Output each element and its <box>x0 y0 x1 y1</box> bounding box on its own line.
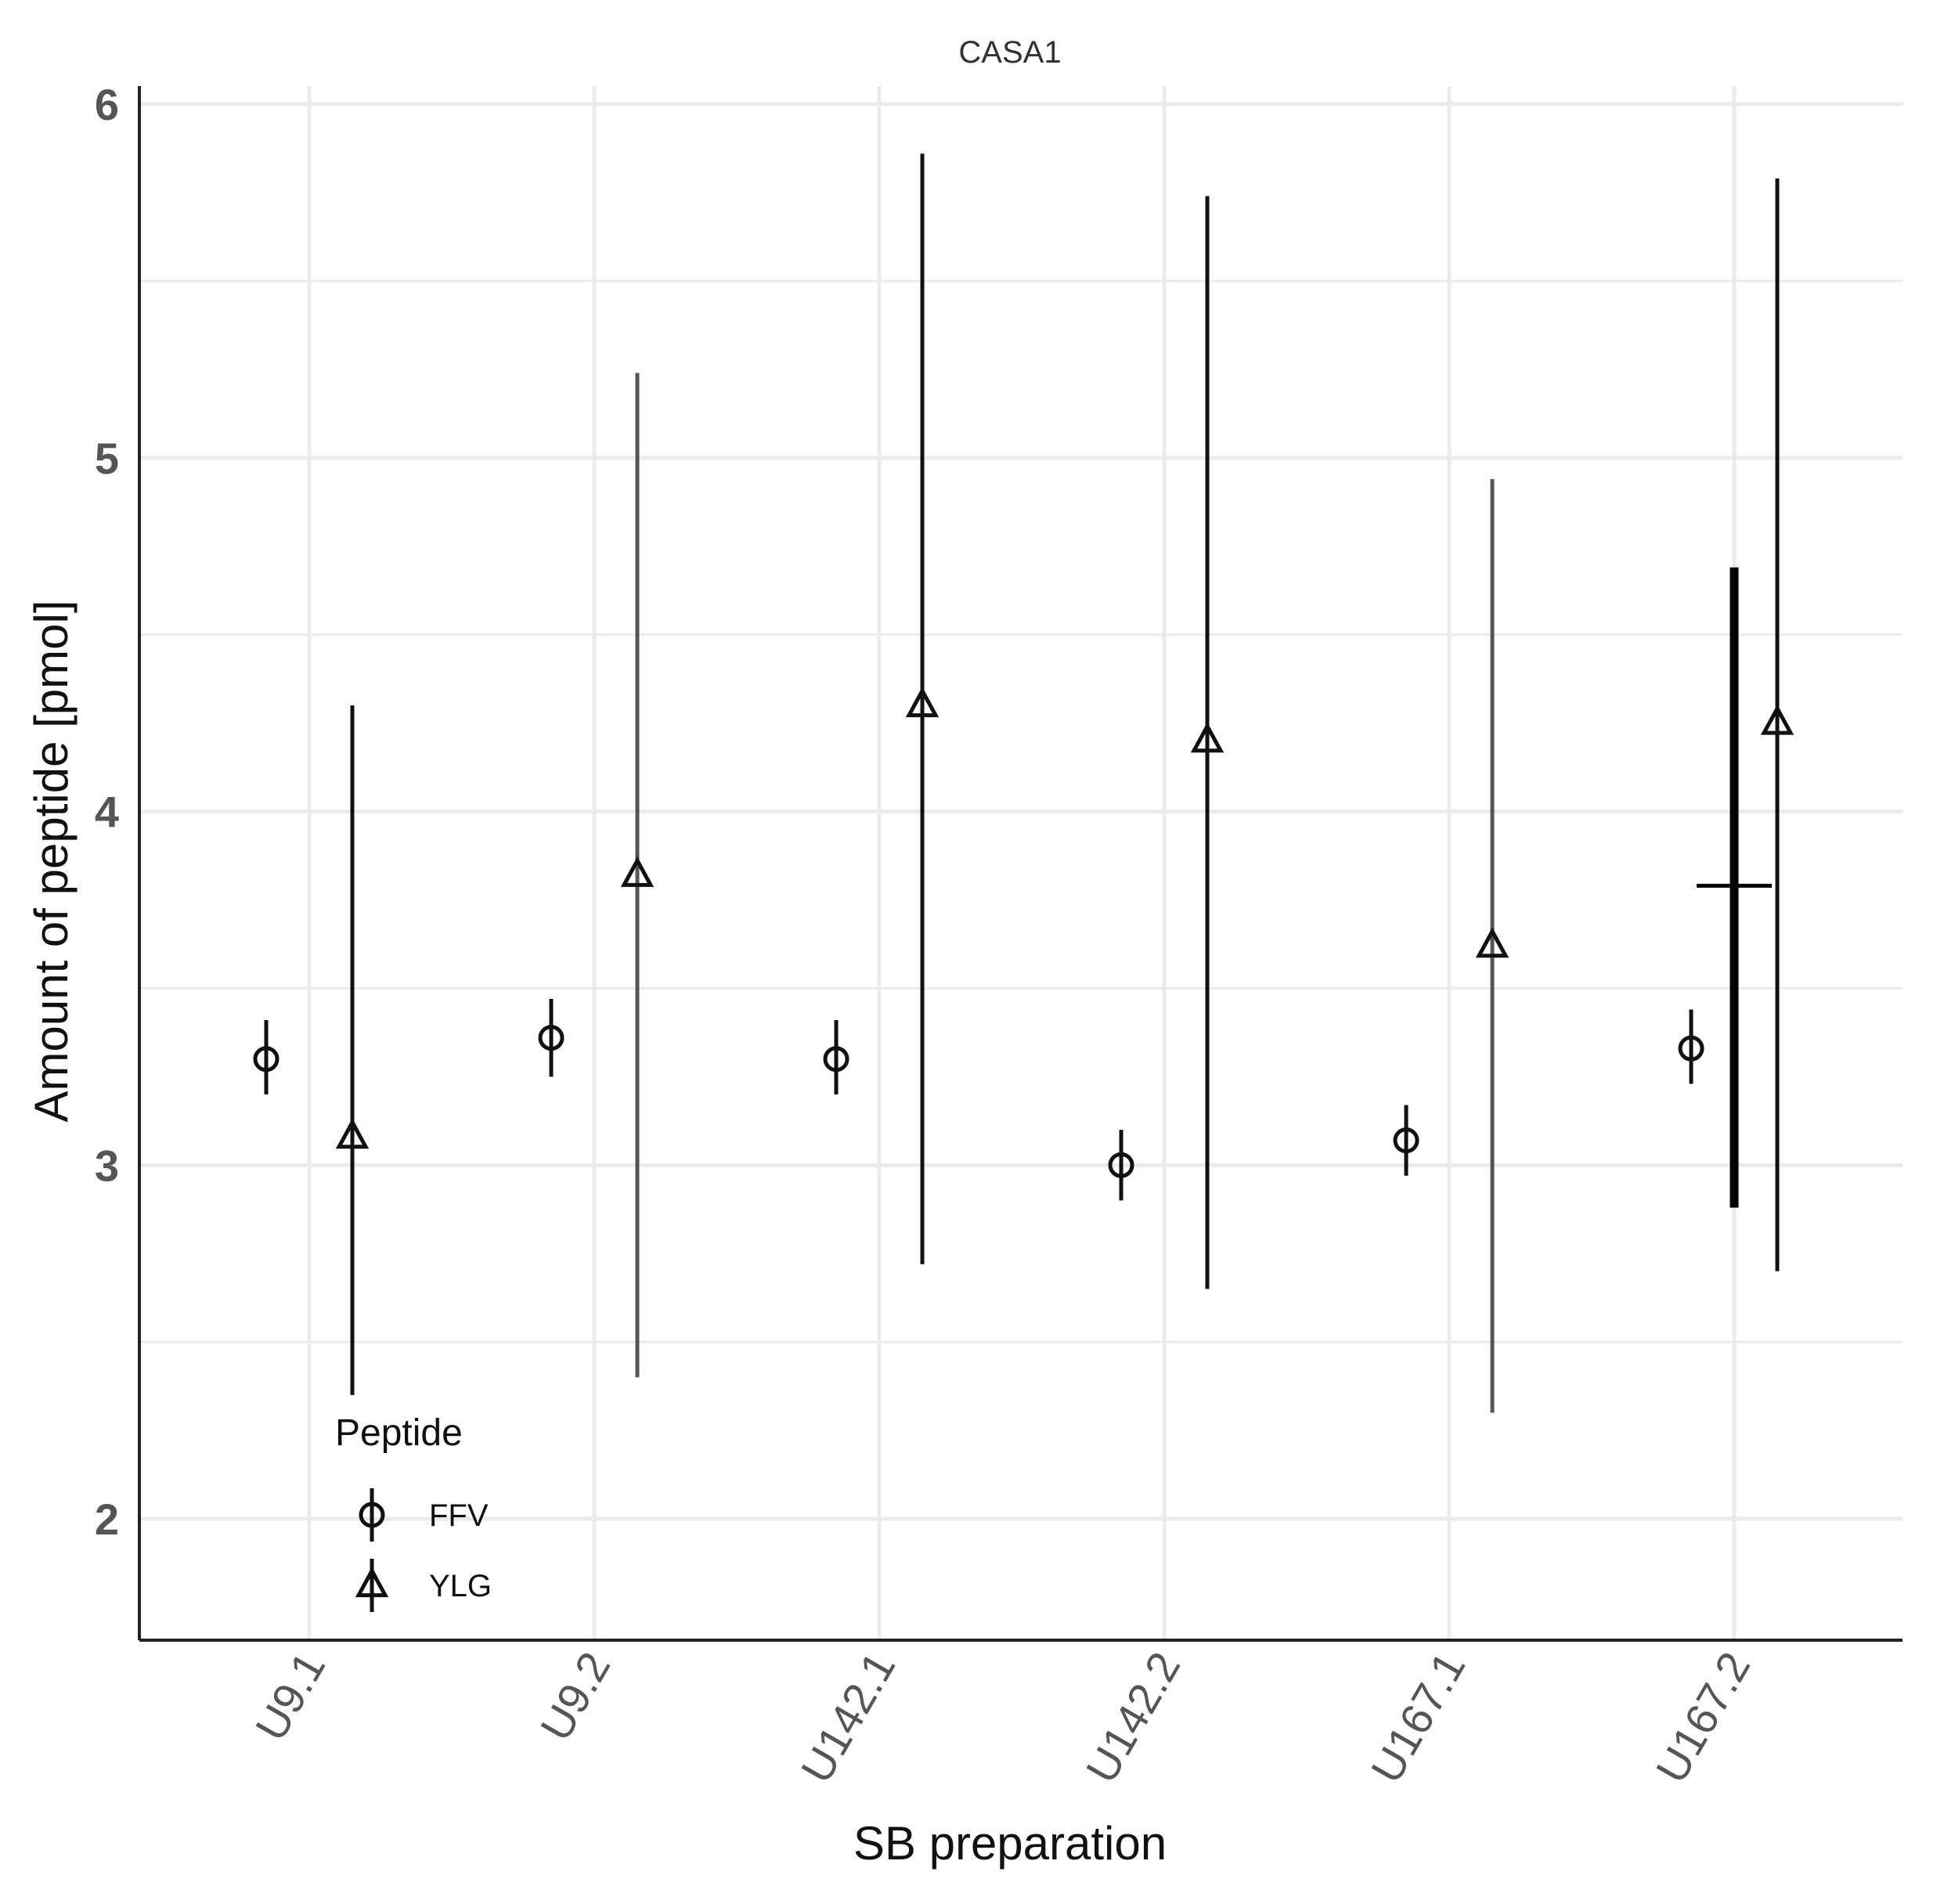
legend-ffv-icon <box>359 1502 385 1528</box>
y-axis-label: Amount of peptide [pmol] <box>25 600 78 1122</box>
ylg-point <box>620 856 655 887</box>
legend-label-ylg: YLG <box>429 1569 492 1603</box>
y-tick-label: 3 <box>95 1141 119 1190</box>
grid <box>139 86 1903 1640</box>
y-tick-labels: 2 3 4 5 6 <box>95 80 119 1544</box>
legend-label-ffv: FFV <box>429 1498 489 1533</box>
chart-title: CASA1 <box>958 35 1061 70</box>
ffv-point <box>538 1025 565 1051</box>
ffv-point <box>823 1046 849 1073</box>
y-tick-label: 2 <box>95 1495 119 1544</box>
ffv-point <box>253 1046 280 1073</box>
ylg-point <box>1760 704 1795 735</box>
axes <box>138 86 1903 1642</box>
ylg-point <box>1190 722 1225 753</box>
legend: Peptide FFV YLG <box>335 1412 492 1612</box>
legend-ylg-icon <box>355 1567 389 1598</box>
y-tick-label: 5 <box>95 434 119 483</box>
legend-items: FFV YLG <box>355 1488 492 1612</box>
ylg-point <box>905 687 940 718</box>
ffv-point <box>1108 1152 1134 1178</box>
ffv-point <box>1393 1127 1419 1154</box>
ylg-point <box>335 1118 370 1149</box>
ffv-point <box>1678 1035 1704 1062</box>
x-axis-label: SB preparation <box>853 1817 1167 1870</box>
ylg-point <box>1475 927 1510 958</box>
legend-title: Peptide <box>335 1412 463 1454</box>
y-tick-label: 6 <box>95 80 119 129</box>
data-marks <box>253 153 1795 1413</box>
y-tick-label: 4 <box>95 788 119 837</box>
